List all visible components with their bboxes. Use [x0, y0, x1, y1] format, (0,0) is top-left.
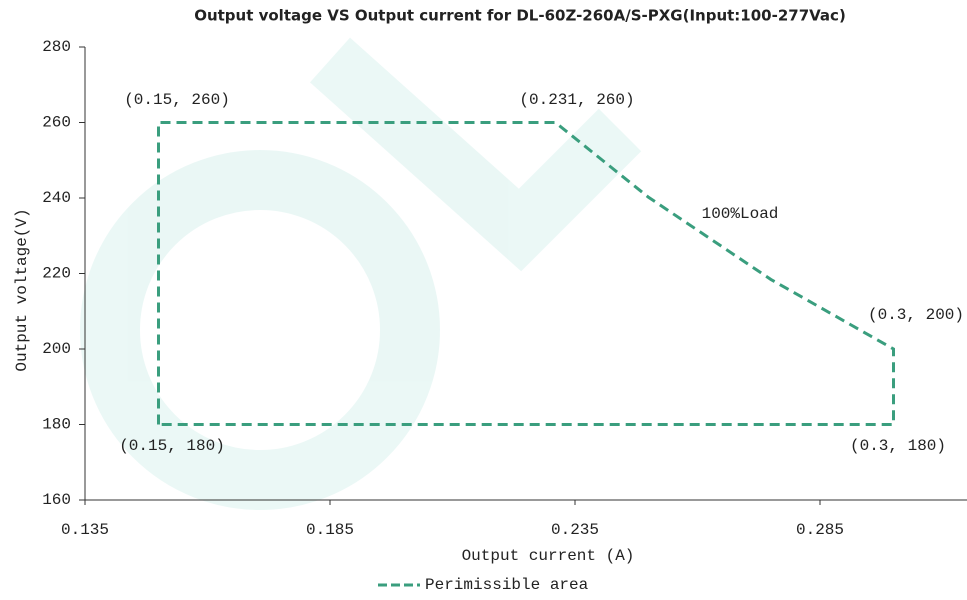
y-tick-label: 240: [42, 189, 71, 207]
y-tick-label: 180: [42, 416, 71, 434]
x-tick-label: 0.185: [306, 521, 354, 539]
annotation: (0.3, 200): [868, 306, 964, 324]
watermark: [80, 37, 642, 510]
x-tick-label: 0.235: [551, 521, 599, 539]
series-line: [157, 121, 895, 426]
annotation: (0.231, 260): [519, 91, 634, 109]
watermark-ring: [80, 150, 440, 510]
annotation: (0.3, 180): [850, 437, 946, 455]
y-tick-label: 200: [42, 340, 71, 358]
annotation: (0.15, 260): [124, 91, 230, 109]
x-tick-label: 0.135: [61, 521, 109, 539]
y-axis-label: Output voltage(V): [13, 208, 31, 371]
legend-label: Perimissible area: [425, 576, 589, 594]
annotation: (0.15, 180): [119, 437, 225, 455]
chart-title: Output voltage VS Output current for DL-…: [194, 7, 846, 25]
y-tick-label: 260: [42, 114, 71, 132]
x-axis-label: Output current (A): [462, 547, 635, 565]
annotation: 100%Load: [702, 205, 779, 223]
watermark-stroke: [309, 37, 642, 272]
y-tick-label: 220: [42, 265, 71, 283]
x-tick-label: 0.285: [796, 521, 844, 539]
y-tick-label: 280: [42, 38, 71, 56]
y-tick-label: 160: [42, 491, 71, 509]
